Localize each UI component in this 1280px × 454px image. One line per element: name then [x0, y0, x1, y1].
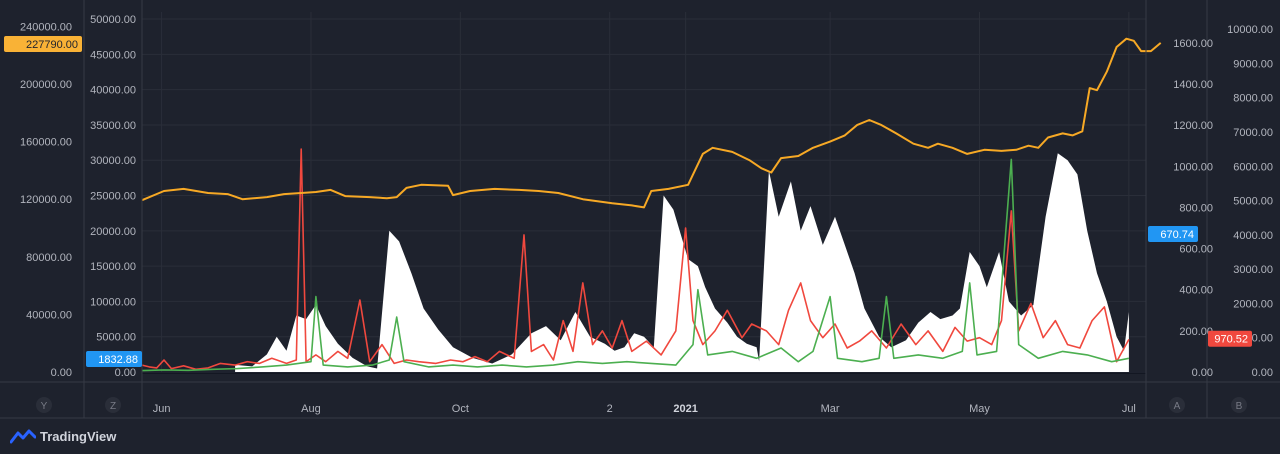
- axis-a-tick-label: 1000.00: [1173, 161, 1213, 173]
- price-badge-label: 670.74: [1160, 229, 1194, 241]
- axis-a-toggle: [1169, 397, 1185, 413]
- axis-b-tick-label: 2000.00: [1233, 298, 1273, 310]
- series-line-3: [141, 37, 1162, 209]
- price-badge-y: [4, 35, 82, 52]
- axis-a-tick-label: 0.00: [1192, 367, 1213, 379]
- axis-a-tick-label: 200.00: [1179, 326, 1213, 338]
- price-badge-label: 227790.00: [26, 39, 78, 51]
- axis-a-tick-label: 400.00: [1179, 285, 1213, 297]
- axis-a-tick-label: 1200.00: [1173, 120, 1213, 132]
- axis-a-tick-label: 1600.00: [1173, 38, 1213, 50]
- axis-a-tick-label: 600.00: [1179, 244, 1213, 256]
- axis-z-tick-label: 5000.00: [96, 332, 136, 344]
- axis-z-tick-label: 25000.00: [90, 191, 136, 203]
- x-tick-label: Mar: [821, 403, 840, 415]
- series-layer: [141, 37, 1162, 372]
- axis-y-tick-label: 240000.00: [20, 21, 72, 33]
- axis-b-letter: B: [1236, 401, 1243, 412]
- axis-b-tick-label: 9000.00: [1233, 58, 1273, 70]
- x-tick-label: Aug: [301, 403, 321, 415]
- axis-a-letter: A: [1174, 401, 1181, 412]
- axis-b-tick-label: 10000.00: [1227, 24, 1273, 36]
- axis-z-tick-label: 50000.00: [90, 14, 136, 26]
- axis-a-tick-label: 800.00: [1179, 202, 1213, 214]
- axis-z-tick-label: 15000.00: [90, 261, 136, 273]
- price-badge-a: [1148, 226, 1198, 243]
- x-tick-label: Jun: [153, 403, 171, 415]
- tradingview-brand[interactable]: TradingView: [10, 428, 116, 444]
- axis-z-tick-label: 40000.00: [90, 85, 136, 97]
- axis-y-tick-label: 40000.00: [26, 309, 72, 321]
- axis-z-tick-label: 30000.00: [90, 155, 136, 167]
- x-tick-label: May: [969, 403, 990, 415]
- axis-b-tick-label: 3000.00: [1233, 264, 1273, 276]
- axis-y-toggle: [36, 397, 52, 413]
- axis-b-toggle: [1231, 397, 1247, 413]
- axis-z-tick-label: 0.00: [115, 367, 136, 379]
- axis-b-tick-label: 5000.00: [1233, 196, 1273, 208]
- axis-b-tick-label: 8000.00: [1233, 93, 1273, 105]
- x-tick-label: Jul: [1122, 403, 1136, 415]
- axis-b-tick-label: 7000.00: [1233, 127, 1273, 139]
- axis-y-letter: Y: [41, 401, 48, 412]
- axis-y-tick-label: 0.00: [51, 367, 72, 379]
- axis-y-tick-label: 80000.00: [26, 252, 72, 264]
- axis-b-tick-label: 0.00: [1252, 367, 1273, 379]
- axis-a-tick-label: 1400.00: [1173, 79, 1213, 91]
- price-badge-label: 1832.88: [98, 354, 138, 366]
- x-tick-label: Oct: [452, 403, 469, 415]
- price-badge-b: [1208, 330, 1252, 347]
- axis-b-tick-label: 6000.00: [1233, 161, 1273, 173]
- axis-z-toggle: [105, 397, 121, 413]
- brand-name: TradingView: [40, 428, 117, 444]
- axis-y-tick-label: 200000.00: [20, 79, 72, 91]
- axis-y-tick-label: 120000.00: [20, 194, 72, 206]
- axis-z-letter: Z: [110, 401, 116, 412]
- grid-lines: [142, 12, 1146, 374]
- axis-z-tick-label: 20000.00: [90, 226, 136, 238]
- axis-y-tick-label: 160000.00: [20, 137, 72, 149]
- axis-z-tick-label: 35000.00: [90, 120, 136, 132]
- price-badge-label: 970.52: [1214, 334, 1248, 346]
- axes-layer: 0.0040000.0080000.00120000.00160000.0020…: [0, 0, 1280, 419]
- axis-z-tick-label: 45000.00: [90, 49, 136, 61]
- axis-z-tick-label: 10000.00: [90, 296, 136, 308]
- x-tick-label: 2: [607, 403, 613, 415]
- x-tick-label: 2021: [673, 403, 697, 415]
- price-badge-z: [86, 351, 142, 368]
- axis-b-tick-label: 4000.00: [1233, 230, 1273, 242]
- tradingview-logo-icon: [10, 429, 36, 444]
